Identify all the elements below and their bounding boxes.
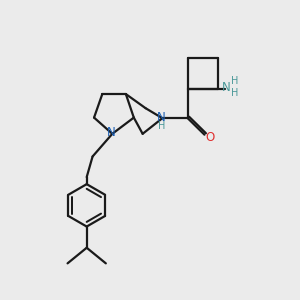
Text: H: H [231, 88, 238, 98]
Text: N: N [157, 110, 166, 124]
Text: H: H [158, 122, 166, 131]
Text: N: N [222, 81, 231, 94]
Text: O: O [205, 130, 214, 143]
Text: H: H [231, 76, 238, 86]
Text: N: N [107, 126, 116, 139]
